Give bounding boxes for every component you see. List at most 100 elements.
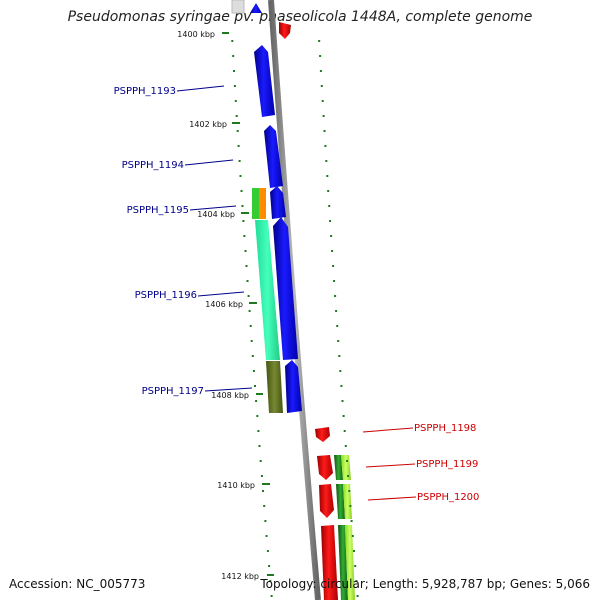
leader-PSPPH_1199	[365, 463, 416, 468]
gc-skew-dot	[331, 250, 334, 252]
gene-arrow-PSPPH_1195[interactable]	[270, 186, 286, 219]
gc-skew-dot	[333, 280, 336, 282]
gene-label-PSPPH_1194[interactable]: PSPPH_1194	[122, 160, 184, 171]
gc-skew-dot	[243, 235, 246, 237]
gc-skew-dot	[339, 370, 342, 372]
gene-arrow-PSPPH_1200[interactable]	[319, 484, 334, 518]
gc-skew-dot	[320, 85, 323, 87]
gc-skew-dot	[338, 355, 341, 357]
leader-PSPPH_1196	[197, 291, 245, 297]
feature-lime-1200	[343, 484, 352, 519]
gc-skew-dot	[346, 460, 348, 462]
gc-skew-dot	[254, 385, 256, 387]
gene-label-PSPPH_1199[interactable]: PSPPH_1199	[416, 459, 478, 470]
partial-feature-red	[279, 22, 291, 39]
gc-skew-dot	[344, 445, 347, 447]
gc-skew-dot	[335, 310, 338, 312]
gc-skew-dot	[349, 505, 352, 507]
feature-teal-1196	[255, 220, 280, 360]
gene-arrow-partial-bottom	[321, 525, 338, 600]
gc-skew-dot	[354, 565, 357, 567]
gene-arrow-PSPPH_1194[interactable]	[264, 125, 283, 188]
gc-skew-dot	[351, 535, 354, 537]
gc-skew-dot	[355, 580, 358, 582]
gc-skew-dot	[258, 445, 261, 447]
gene-arrow-PSPPH_1198[interactable]	[315, 427, 330, 442]
gc-skew-dot	[239, 175, 242, 177]
gc-skew-dot	[266, 550, 269, 552]
gc-skew-dot	[252, 370, 255, 372]
gene-label-PSPPH_1200[interactable]: PSPPH_1200	[417, 492, 479, 503]
feature-green-1195	[252, 188, 260, 219]
gc-skew-dot	[336, 325, 339, 327]
feature-dkgreen-1199	[334, 455, 343, 480]
gene-label-PSPPH_1197[interactable]: PSPPH_1197	[142, 386, 204, 397]
gc-skew-dot	[270, 595, 273, 597]
feature-dkgreen-bottom	[338, 525, 348, 600]
gc-skew-dot	[265, 535, 268, 537]
gene-arrow-PSPPH_1196[interactable]	[273, 217, 298, 360]
gc-skew-dot	[235, 115, 238, 117]
scale-label-1408: 1408 kbp	[211, 391, 249, 400]
gc-skew-dot	[328, 205, 331, 207]
gc-skew-dot	[262, 490, 264, 492]
gc-skew-dot	[321, 100, 324, 102]
gene-label-PSPPH_1198[interactable]: PSPPH_1198	[414, 423, 476, 434]
leader-PSPPH_1195	[189, 205, 237, 211]
partial-feature-grey	[231, 0, 245, 14]
topology-summary: Topology: circular; Length: 5,928,787 bp…	[260, 577, 590, 591]
gc-skew-dot	[341, 400, 344, 402]
gc-skew-dot	[323, 130, 326, 132]
gc-skew-dot	[343, 430, 346, 432]
gc-skew-dot	[247, 295, 250, 297]
gc-skew-dot	[340, 385, 343, 387]
gc-skew-dot	[251, 355, 254, 357]
gc-skew-dot	[348, 490, 351, 492]
gc-skew-dot	[256, 415, 259, 417]
gc-skew-dot	[246, 280, 249, 282]
gene-label-PSPPH_1193[interactable]: PSPPH_1193	[114, 86, 176, 97]
gc-skew-dot	[241, 205, 244, 207]
feature-lime-1199	[341, 455, 351, 480]
genome-backbone	[268, 0, 321, 600]
gc-skew-dot	[249, 325, 252, 327]
gc-skew-dot	[342, 415, 345, 417]
gc-skew-dot	[255, 400, 258, 402]
gene-arrow-PSPPH_1197[interactable]	[285, 360, 302, 413]
feature-dkgreen-1200	[336, 484, 345, 519]
gc-skew-dot	[233, 85, 236, 87]
feature-lime-bottom	[345, 525, 355, 600]
gc-skew-dot	[337, 340, 340, 342]
gc-skew-dot	[257, 430, 260, 432]
scale-label-1402: 1402 kbp	[189, 120, 227, 129]
gc-skew-dots-outer	[318, 40, 359, 597]
leader-PSPPH_1197	[204, 387, 253, 392]
scale-label-1406: 1406 kbp	[205, 300, 243, 309]
gene-arrow-PSPPH_1193[interactable]	[254, 45, 275, 117]
gc-skew-dot	[259, 460, 262, 462]
gc-skew-dot	[232, 55, 235, 57]
scale-label-1404: 1404 kbp	[197, 210, 235, 219]
gc-skew-dot	[319, 70, 322, 72]
gc-skew-dot	[244, 250, 247, 252]
gc-skew-dot	[236, 130, 239, 132]
gene-arrow-PSPPH_1199[interactable]	[317, 455, 333, 480]
gc-skew-dot	[353, 550, 355, 552]
gc-skew-dot	[334, 295, 337, 297]
gc-skew-dot	[319, 55, 322, 57]
gc-skew-dot	[324, 145, 327, 147]
gc-skew-dot	[245, 265, 248, 267]
gc-skew-dot	[332, 265, 335, 267]
gene-label-PSPPH_1195[interactable]: PSPPH_1195	[127, 205, 189, 216]
gc-skew-dot	[318, 40, 321, 42]
gc-skew-dot	[231, 40, 234, 42]
gc-skew-dot	[263, 505, 266, 507]
gc-skew-dot	[242, 220, 245, 222]
gc-skew-dot	[347, 475, 350, 477]
gc-skew-dot	[237, 145, 240, 147]
gc-skew-dot	[260, 475, 263, 477]
gc-skew-dot	[325, 160, 328, 162]
gene-label-PSPPH_1196[interactable]: PSPPH_1196	[135, 290, 197, 301]
scale-label-1412: 1412 kbp	[221, 572, 259, 581]
